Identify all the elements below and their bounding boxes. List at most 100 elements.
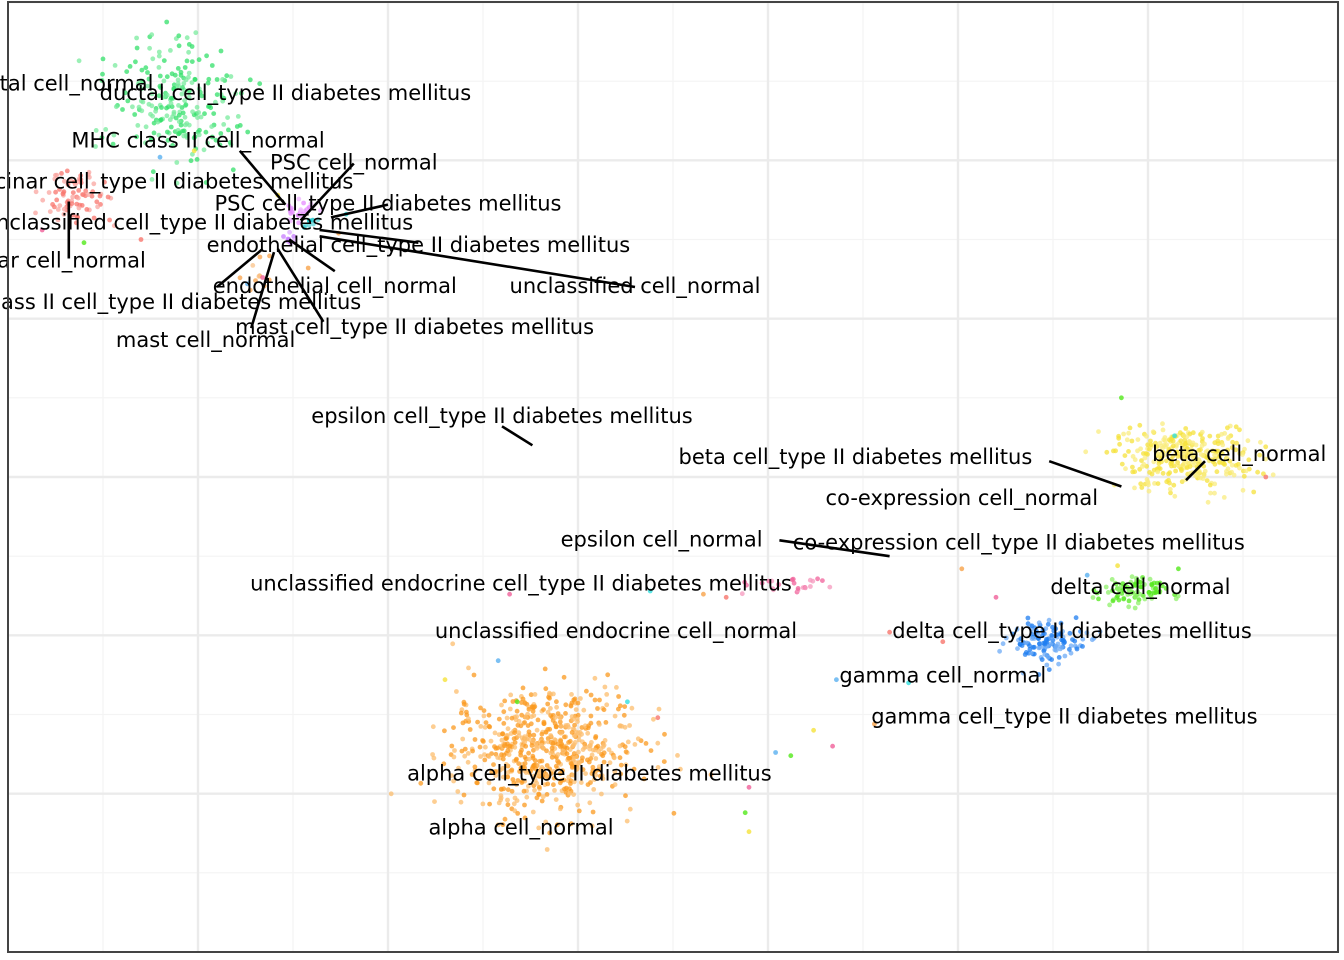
cluster-label: beta cell_type II diabetes mellitus [679, 445, 1033, 470]
point-gamma-cell [1025, 615, 1031, 621]
stray-point [625, 699, 630, 705]
point-acinar-cell [33, 189, 39, 195]
stray-point [701, 591, 706, 597]
point-beta-cell [1145, 479, 1151, 485]
point-alpha-cell [474, 780, 480, 786]
point-alpha-cell [563, 702, 569, 708]
point-beta-cell [1148, 438, 1153, 444]
point-beta-cell [1182, 444, 1188, 450]
point-beta-cell [1241, 473, 1247, 479]
point-beta-cell [1167, 480, 1172, 486]
point-alpha-cell [535, 717, 541, 723]
point-delta-cell [1128, 591, 1133, 597]
point-beta-cell [1196, 469, 1202, 475]
point-alpha-cell [544, 792, 550, 797]
point-alpha-cell [545, 709, 551, 715]
point-delta-cell [1126, 604, 1132, 610]
point-alpha-cell [501, 774, 506, 780]
point-mast-cell [257, 254, 263, 260]
point-alpha-cell [553, 763, 559, 769]
point-delta-cell [1128, 586, 1133, 591]
point-delta-cell [1109, 577, 1115, 582]
point-acinar-cell [107, 217, 112, 223]
point-ductal-cell [227, 140, 233, 145]
stray-point [887, 629, 892, 635]
point-alpha-cell [623, 749, 629, 755]
point-gamma-cell [1080, 636, 1086, 642]
point-alpha-cell [505, 726, 511, 732]
point-alpha-cell [456, 765, 461, 771]
point-alpha-cell [541, 707, 546, 712]
point-alpha-cell [553, 797, 559, 802]
point-gamma-cell [1045, 654, 1051, 660]
point-alpha-cell [503, 762, 509, 767]
point-ductal-cell [99, 135, 105, 141]
point-alpha-cell [501, 752, 507, 758]
point-ductal-cell [134, 45, 140, 51]
point-beta-cell [1167, 486, 1173, 492]
point-alpha-cell [588, 713, 594, 719]
point-beta-cell [1183, 426, 1189, 431]
point-ductal-cell [225, 115, 231, 120]
point-beta-cell [1180, 448, 1185, 454]
point-alpha-cell [536, 791, 541, 797]
point-alpha-cell [624, 818, 630, 824]
point-delta-cell [1120, 581, 1126, 586]
point-PSC-cell [301, 200, 306, 206]
point-alpha-cell [518, 723, 524, 729]
point-ductal-cell [197, 127, 202, 133]
point-beta-cell [1135, 437, 1141, 442]
point-alpha-cell [502, 743, 507, 749]
point-alpha-cell [559, 778, 564, 784]
point-alpha-cell [604, 702, 610, 708]
point-acinar-cell [111, 223, 117, 229]
point-alpha-cell [460, 736, 466, 742]
point-ductal-cell [176, 112, 182, 118]
point-alpha-cell [505, 797, 510, 803]
point-alpha-cell [532, 787, 537, 793]
point-alpha-cell [550, 740, 556, 746]
point-ductal-cell [165, 129, 170, 135]
point-ductal-cell [155, 119, 161, 125]
point-MHC-class-II-cell [287, 229, 292, 235]
point-acinar-cell [33, 210, 38, 216]
point-acinar-cell [65, 182, 71, 187]
point-delta-cell [1173, 596, 1179, 602]
point-beta-cell [1229, 462, 1235, 468]
point-beta-cell [1166, 471, 1171, 477]
point-ductal-cell [150, 56, 156, 62]
point-alpha-cell [569, 692, 574, 697]
point-alpha-cell [591, 787, 597, 792]
point-acinar-cell [59, 171, 64, 176]
point-ductal-cell [205, 80, 211, 86]
point-alpha-cell [547, 690, 552, 696]
point-ductal-cell [136, 79, 142, 85]
point-acinar-cell [76, 205, 82, 211]
stray-point [1115, 563, 1120, 569]
point-alpha-cell [612, 782, 618, 787]
stray-point [305, 265, 311, 271]
stray-point [773, 750, 778, 755]
point-unclassified-endocrine-cell [791, 580, 797, 586]
point-ductal-cell [181, 128, 187, 134]
point-gamma-cell [1057, 646, 1063, 652]
point-ductal-cell [228, 74, 234, 79]
point-beta-cell [1151, 459, 1157, 465]
point-alpha-cell [591, 777, 597, 782]
point-ductal-cell [204, 53, 210, 59]
point-ductal-cell [149, 177, 155, 182]
point-ductal-cell [164, 74, 170, 80]
point-acinar-cell [61, 211, 67, 217]
point-alpha-cell [532, 692, 538, 697]
point-unclassified-endocrine-cell [775, 582, 781, 587]
point-ductal-cell [221, 122, 227, 127]
point-alpha-cell [548, 771, 554, 776]
point-ductal-cell [205, 140, 210, 146]
point-delta-cell [1137, 591, 1143, 597]
point-alpha-cell [571, 751, 577, 756]
point-beta-cell [1233, 424, 1239, 430]
point-endothelial-cell [306, 223, 312, 228]
point-unclassified-endocrine-cell [795, 586, 801, 591]
point-PSC-cell [296, 196, 302, 202]
